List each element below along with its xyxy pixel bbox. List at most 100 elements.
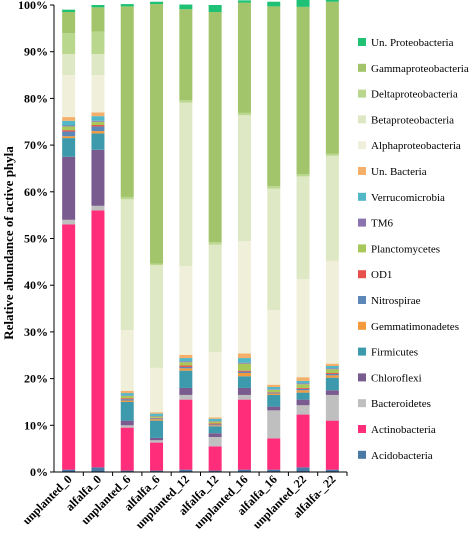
bar-segment — [208, 436, 222, 447]
bar-segment — [150, 4, 164, 264]
bar-segment — [120, 393, 134, 396]
bar-segment — [120, 6, 134, 197]
bar-segment — [296, 405, 310, 415]
bar-segment — [150, 412, 164, 414]
bar-segment — [237, 469, 251, 472]
bar-segment — [208, 244, 222, 352]
bar-segment — [237, 363, 251, 371]
bar-segment — [62, 117, 76, 121]
bar-segment — [120, 470, 134, 472]
bar-segment — [91, 133, 105, 150]
legend-label: Firmicutes — [371, 347, 418, 359]
bar-segment — [179, 354, 193, 359]
bar-segment — [150, 263, 164, 266]
legend-label: Deltaproteobacteria — [371, 89, 458, 101]
bar-segment — [208, 425, 222, 427]
bar-segment — [91, 121, 105, 126]
y-tick-label: 80% — [24, 91, 48, 105]
legend-swatch — [358, 425, 366, 433]
legend-swatch — [358, 218, 366, 227]
legend-label: OD1 — [371, 269, 392, 281]
legend-label: Actinobacteria — [371, 424, 436, 436]
bar-segment — [325, 369, 339, 373]
bar-segment — [296, 387, 310, 389]
bar-segment — [91, 75, 105, 113]
bar-segment — [267, 384, 281, 388]
bar-segment — [237, 112, 251, 116]
bar-segment — [91, 120, 105, 122]
bar-segment — [179, 266, 193, 355]
bar-stack — [296, 0, 310, 472]
bar-segment — [267, 410, 281, 439]
bar-segment — [296, 399, 310, 406]
bar-segment — [120, 400, 134, 402]
bar-segment — [150, 418, 164, 420]
bar-segment — [267, 393, 281, 395]
bar-segment — [62, 469, 76, 472]
bar-segment — [237, 372, 251, 377]
bar-segment — [150, 419, 164, 421]
bar-segment — [62, 9, 76, 13]
bar-stack — [179, 4, 193, 472]
bar-segment — [91, 31, 105, 55]
bar-segment — [237, 376, 251, 388]
y-tick-label: 50% — [24, 232, 48, 246]
y-tick-label: 100% — [18, 0, 48, 12]
bar-segment — [237, 358, 251, 363]
legend-swatch — [358, 450, 366, 459]
bar-stack — [150, 1, 164, 472]
bar-segment — [237, 362, 251, 364]
bar-segment — [62, 126, 76, 131]
bar-segment — [296, 414, 310, 468]
bar-segment — [208, 12, 222, 243]
bar-segment — [120, 425, 134, 428]
bar-stack — [91, 5, 105, 472]
legend-swatch — [358, 373, 366, 382]
bar-segment — [267, 1, 281, 7]
bar-segment — [179, 102, 193, 267]
bar-segment — [208, 433, 222, 437]
bar-segment — [267, 392, 281, 394]
y-tick-label: 30% — [24, 325, 48, 339]
legend-swatch — [358, 321, 366, 330]
bar-segment — [296, 467, 310, 472]
bar-segment — [325, 377, 339, 391]
bar-segment — [296, 392, 310, 400]
bar-segment — [267, 309, 281, 385]
bar-segment — [237, 371, 251, 373]
bar-segment — [150, 265, 164, 368]
bar-segment — [296, 384, 310, 388]
bar-segment — [296, 390, 310, 393]
bar-segment — [325, 373, 339, 376]
legend-swatch — [358, 347, 366, 356]
bar-segment — [208, 426, 222, 434]
bar-segment — [237, 353, 251, 359]
y-tick-label: 40% — [24, 278, 48, 292]
bar-segment — [91, 126, 105, 132]
legend-swatch — [358, 167, 366, 175]
y-tick-label: 0% — [30, 465, 48, 479]
bar-segment — [179, 362, 193, 366]
bar-segment — [325, 1, 339, 154]
bars-group — [62, 0, 339, 472]
bar-segment — [296, 388, 310, 391]
bar-segment — [325, 153, 339, 156]
bar-segment — [325, 363, 339, 366]
bar-stack — [267, 1, 281, 472]
bar-segment — [91, 205, 105, 211]
legend-label: Betaproteobacteria — [371, 114, 454, 126]
legend-swatch — [358, 38, 366, 46]
bar-segment — [62, 224, 76, 470]
legend-swatch — [358, 296, 366, 304]
bar-segment — [237, 370, 251, 372]
bar-segment — [208, 446, 222, 471]
y-tick-labels: 0% 10% 20% 30% 40% 50% 60% 70% 80% 90% 100% — [18, 0, 54, 479]
bar-segment — [179, 368, 193, 371]
bar-segment — [237, 394, 251, 400]
bar-segment — [179, 358, 193, 362]
bar-segment — [325, 260, 339, 364]
bar-segment — [150, 442, 164, 471]
bar-segment — [179, 469, 193, 472]
bar-segment — [120, 398, 134, 400]
bar-segment — [62, 219, 76, 225]
